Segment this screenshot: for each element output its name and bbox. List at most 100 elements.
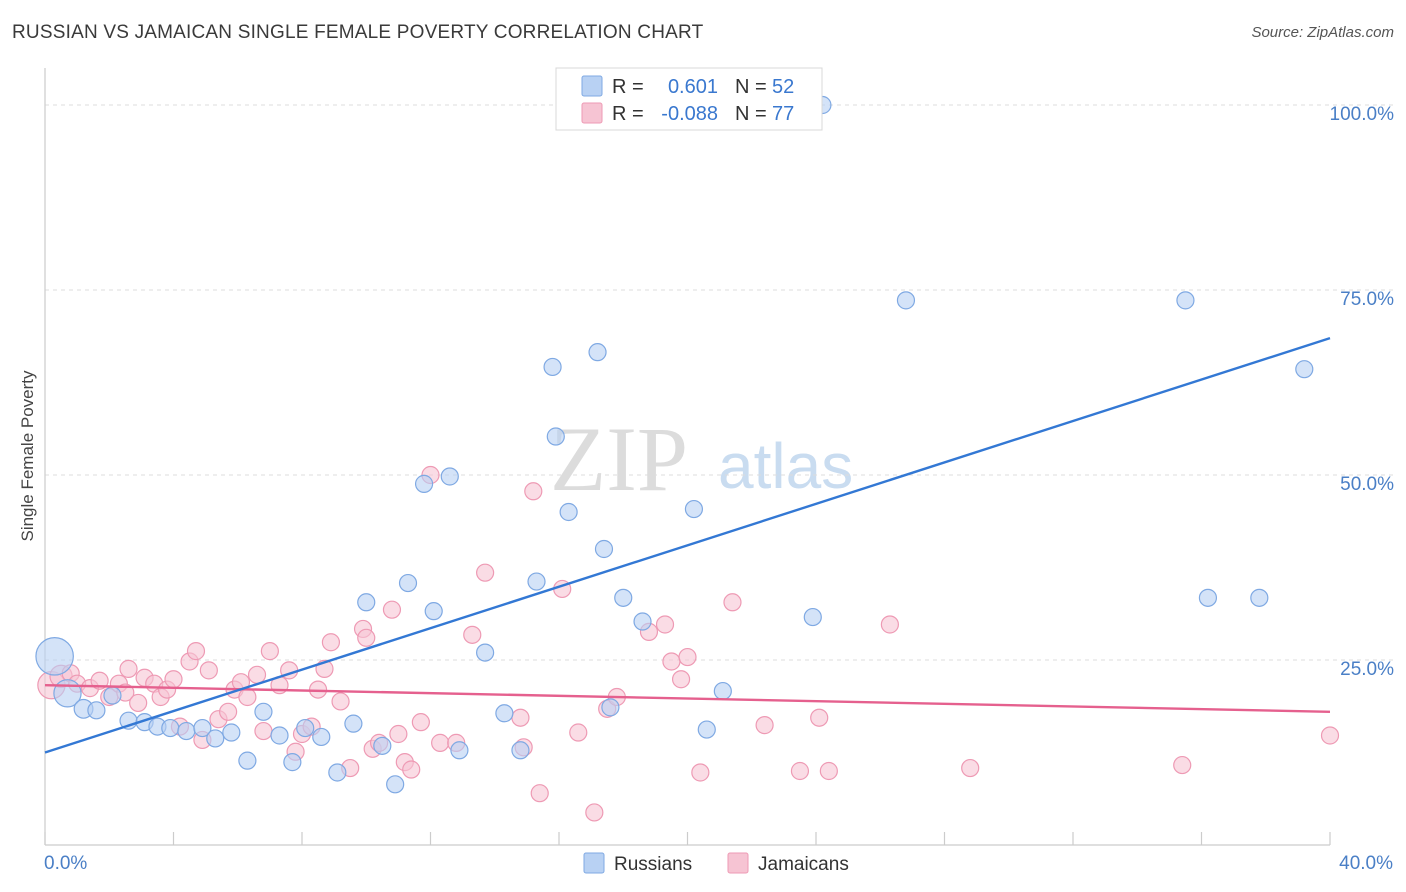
russian-point-18 — [312, 727, 331, 747]
jamaican-point-20 — [199, 661, 218, 680]
jamaican-point-76 — [1320, 726, 1340, 745]
russian-point-4 — [103, 686, 122, 705]
legend-r-label-russians: R = — [612, 76, 644, 98]
watermark-zip: ZIP — [550, 408, 688, 510]
russian-point-42 — [697, 720, 716, 739]
russian-point-19 — [328, 763, 347, 782]
jamaican-point-53 — [511, 708, 530, 727]
russian-point-27 — [440, 467, 459, 486]
jamaican-point-5 — [90, 671, 109, 690]
y-tick-label-25: 25.0% — [1340, 659, 1394, 680]
legend-n-label-russians: N = — [735, 76, 767, 98]
russian-point-49 — [1198, 588, 1218, 607]
jamaican-point-26 — [247, 665, 267, 684]
y-tick-label-100: 100.0% — [1330, 104, 1395, 125]
chart-source: Source: ZipAtlas.com — [1251, 24, 1394, 41]
jamaican-point-9 — [119, 659, 138, 678]
russian-point-32 — [527, 572, 546, 591]
russian-point-28 — [450, 741, 469, 760]
jamaican-point-72 — [819, 761, 838, 781]
russian-point-43 — [713, 681, 732, 701]
russian-point-29 — [476, 643, 495, 662]
jamaican-point-46 — [402, 760, 421, 779]
jamaican-point-70 — [790, 761, 810, 781]
jamaican-point-73 — [880, 615, 899, 634]
russian-point-33 — [543, 357, 562, 377]
jamaican-point-44 — [389, 724, 408, 744]
bottom-legend-russians: Russians — [614, 854, 692, 875]
x-tick-label-min: 0.0% — [44, 853, 87, 874]
russian-point-20 — [344, 714, 363, 733]
russian-point-30 — [495, 704, 514, 723]
jamaican-point-59 — [585, 803, 604, 822]
jamaican-point-22 — [219, 702, 238, 721]
series-legend: Russians Jamaicans — [583, 852, 849, 875]
russian-point-15 — [270, 726, 289, 745]
jamaican-point-67 — [691, 763, 710, 782]
jamaican-point-74 — [961, 758, 980, 778]
legend-swatch-russians — [581, 75, 603, 97]
russian-point-37 — [594, 539, 614, 559]
jamaican-point-75 — [1173, 755, 1192, 775]
jamaican-point-15 — [164, 670, 183, 689]
series-jamaicans-points — [37, 465, 1340, 822]
jamaican-point-27 — [254, 721, 273, 741]
jamaican-point-56 — [530, 784, 549, 803]
jamaican-point-58 — [569, 723, 588, 742]
russian-point-8 — [161, 718, 180, 738]
y-tick-label-75: 75.0% — [1340, 289, 1394, 310]
legend-n-value-russians: 52 — [772, 76, 794, 98]
russian-point-45 — [803, 607, 822, 627]
y-axis-label: Single Female Poverty — [18, 370, 37, 542]
jamaican-point-36 — [321, 633, 341, 652]
bottom-legend-swatch-jamaicans — [727, 852, 749, 874]
russian-point-40 — [633, 612, 652, 631]
russian-point-48 — [1176, 291, 1195, 310]
russian-point-41 — [684, 499, 704, 519]
russian-point-25 — [414, 474, 434, 493]
russian-point-51 — [1295, 360, 1314, 379]
jamaican-point-49 — [431, 733, 450, 752]
bottom-legend-swatch-russians — [583, 852, 605, 874]
jamaican-point-47 — [411, 713, 430, 732]
jamaican-point-18 — [186, 642, 206, 661]
jamaican-point-51 — [463, 625, 482, 644]
legend-r-value-russians: 0.601 — [668, 76, 718, 98]
jamaican-point-63 — [655, 615, 675, 634]
russian-point-11 — [206, 729, 225, 748]
jamaican-point-65 — [671, 670, 691, 689]
russian-point-36 — [588, 343, 607, 362]
watermark-atlas: atlas — [718, 430, 853, 502]
trend-line-russians — [44, 336, 1331, 754]
russian-point-10 — [193, 718, 212, 738]
russian-point-13 — [238, 751, 257, 770]
x-tick-label-max: 40.0% — [1339, 853, 1393, 874]
legend-r-label-jamaicans: R = — [612, 103, 644, 125]
jamaican-point-10 — [129, 693, 148, 713]
jamaican-point-37 — [331, 692, 350, 711]
legend-n-value-jamaicans: 77 — [772, 103, 794, 125]
russian-point-9 — [177, 721, 196, 741]
jamaican-point-69 — [755, 716, 774, 735]
russian-point-47 — [896, 291, 916, 310]
jamaican-point-68 — [723, 593, 742, 612]
jamaican-point-64 — [662, 652, 681, 671]
jamaican-point-66 — [678, 647, 697, 667]
russian-point-34 — [546, 427, 565, 446]
chart-title: RUSSIAN VS JAMAICAN SINGLE FEMALE POVERT… — [12, 22, 704, 43]
legend-swatch-jamaicans — [581, 102, 603, 124]
russian-point-50 — [1250, 588, 1269, 607]
trend-line-jamaicans — [44, 683, 1331, 713]
y-tick-label-50: 50.0% — [1340, 474, 1394, 495]
jamaican-point-55 — [524, 482, 543, 501]
jamaican-point-28 — [260, 642, 279, 661]
russian-point-12 — [222, 723, 241, 742]
jamaican-point-40 — [357, 628, 376, 647]
russian-point-23 — [386, 775, 405, 794]
jamaican-point-52 — [476, 563, 495, 582]
russian-point-3 — [87, 701, 106, 720]
russian-point-21 — [357, 593, 376, 612]
y-tick-labels: 25.0% 50.0% 75.0% 100.0% — [1330, 104, 1395, 680]
jamaican-point-71 — [810, 708, 829, 727]
russian-point-24 — [398, 573, 418, 593]
